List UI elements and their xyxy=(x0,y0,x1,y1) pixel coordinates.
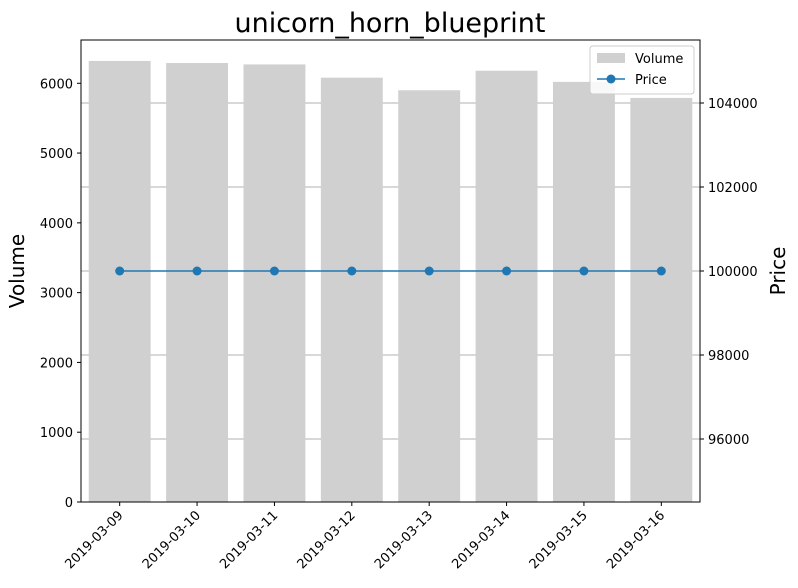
left-tick-label: 0 xyxy=(65,496,73,511)
x-tick-label: 2019-03-16 xyxy=(604,508,668,572)
x-tick-label: 2019-03-12 xyxy=(295,508,359,572)
right-axis-label: Price xyxy=(766,247,790,296)
left-axis-label: Volume xyxy=(5,234,29,308)
right-tick-label: 102000 xyxy=(708,181,758,196)
volume-bar xyxy=(398,90,461,502)
x-tick-label: 2019-03-09 xyxy=(62,508,126,572)
legend-volume-swatch xyxy=(597,53,625,63)
right-axis: 96000 98000 100000 102000 104000 xyxy=(700,97,758,448)
x-tick-label: 2019-03-11 xyxy=(217,508,281,572)
x-axis: 2019-03-09 2019-03-10 2019-03-11 2019-03-12… xyxy=(62,502,668,572)
right-tick-label: 96000 xyxy=(708,433,749,448)
legend-price-label: Price xyxy=(635,73,667,88)
price-point xyxy=(269,266,279,276)
left-axis: 0 1000 2000 3000 4000 5000 6000 xyxy=(40,77,81,511)
right-tick-label: 98000 xyxy=(708,349,749,364)
price-line xyxy=(115,266,666,276)
left-tick-label: 4000 xyxy=(40,217,73,232)
volume-bar xyxy=(552,81,615,502)
left-tick-label: 2000 xyxy=(40,356,73,371)
volume-bar xyxy=(166,63,229,502)
price-point xyxy=(192,266,202,276)
x-tick-label: 2019-03-15 xyxy=(527,508,591,572)
price-point xyxy=(579,266,589,276)
volume-bar xyxy=(320,77,383,503)
volume-bar xyxy=(630,97,693,502)
price-point xyxy=(656,266,666,276)
price-point xyxy=(347,266,357,276)
price-point xyxy=(424,266,434,276)
volume-bar xyxy=(243,64,306,503)
x-tick-label: 2019-03-13 xyxy=(372,508,436,572)
x-tick-label: 2019-03-14 xyxy=(449,508,513,572)
price-point xyxy=(502,266,512,276)
right-tick-label: 104000 xyxy=(708,97,758,112)
legend-volume-label: Volume xyxy=(635,52,683,67)
legend: Volume Price xyxy=(589,45,695,95)
x-tick-label: 2019-03-10 xyxy=(140,508,204,572)
left-tick-label: 6000 xyxy=(40,77,73,92)
legend-price-marker xyxy=(606,74,616,84)
left-tick-label: 1000 xyxy=(40,426,73,441)
left-tick-label: 5000 xyxy=(40,147,73,162)
price-point xyxy=(115,266,125,276)
chart-title: unicorn_horn_blueprint xyxy=(234,8,545,39)
volume-bar xyxy=(475,70,538,503)
volume-bar xyxy=(88,60,151,502)
right-tick-label: 100000 xyxy=(708,265,758,280)
left-tick-label: 3000 xyxy=(40,287,73,302)
volume-bars xyxy=(88,60,693,503)
